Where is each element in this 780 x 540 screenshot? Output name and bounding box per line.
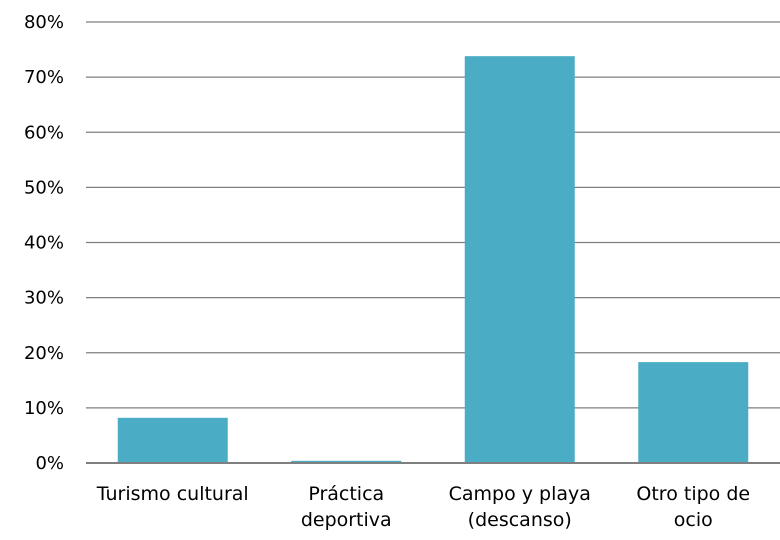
y-tick-label: 10% [24,398,64,419]
y-tick-label: 20% [24,343,64,364]
bars [117,56,749,464]
x-tick-label: Campo y playa (descanso) [449,483,591,531]
gridlines [86,21,780,409]
y-tick-label: 70% [24,67,64,88]
bar [117,417,228,463]
bar [464,56,575,464]
y-tick-label: 60% [24,122,64,143]
y-tick-label: 30% [24,288,64,309]
y-tick-label: 50% [24,177,64,198]
x-tick-label: Turismo cultural [96,483,249,505]
y-tick-label: 0% [35,453,64,474]
x-tick-label: Otro tipo de ocio [636,483,750,531]
y-tick-label: 40% [24,233,64,254]
y-axis-ticks: 0% 10% 20% 30% 40% 50% 60% 70% 80% [24,12,64,474]
bar [638,362,749,463]
x-axis-labels: Turismo cultural Práctica deportiva Campo y… [96,483,750,531]
x-tick-label: Práctica deportiva [301,483,392,531]
bar [291,460,402,463]
y-tick-label: 80% [24,12,64,33]
